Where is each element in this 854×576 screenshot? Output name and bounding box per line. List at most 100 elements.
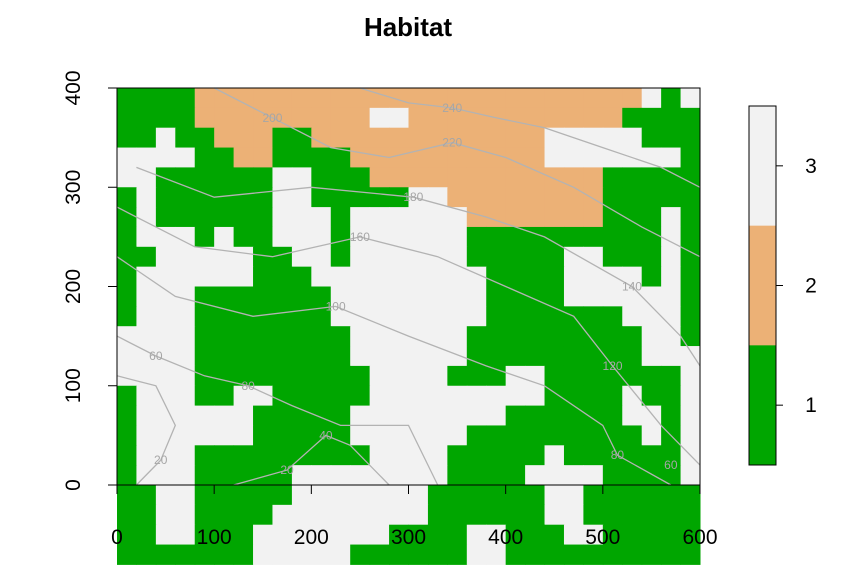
raster-cell	[117, 326, 137, 347]
raster-cell	[272, 544, 293, 565]
raster-cell	[214, 405, 235, 426]
raster-cell	[505, 445, 526, 466]
raster-cell	[194, 485, 215, 506]
raster-cell	[544, 425, 565, 446]
raster-cell	[194, 286, 215, 307]
raster-cell	[117, 207, 137, 228]
raster-cell	[350, 207, 371, 228]
raster-cell	[155, 544, 176, 565]
raster-cell	[311, 385, 332, 407]
raster-cell	[136, 147, 157, 168]
y-axis: 0 100 200 300 400	[62, 70, 118, 491]
contour-lines	[116, 87, 701, 486]
raster-cell	[602, 107, 623, 129]
raster-cell	[661, 465, 682, 486]
raster-cell	[233, 147, 254, 168]
raster-cell	[447, 207, 468, 228]
raster-cell	[155, 465, 176, 486]
raster-cell	[427, 485, 448, 506]
raster-cell	[389, 286, 409, 307]
raster-cell	[117, 147, 137, 168]
raster-cell	[563, 266, 584, 287]
raster-cell	[272, 485, 293, 506]
raster-cell	[427, 187, 448, 208]
raster-cell	[350, 326, 371, 347]
raster-cell	[155, 504, 176, 526]
raster-cell	[447, 187, 468, 208]
raster-cell	[214, 306, 235, 327]
raster-cell	[155, 346, 176, 367]
raster-cell	[291, 326, 312, 347]
raster-cell	[602, 544, 623, 565]
raster-cell	[253, 425, 273, 446]
raster-cell	[233, 266, 254, 287]
raster-cell	[272, 246, 293, 268]
raster-cell	[447, 346, 468, 367]
raster-cell	[194, 207, 215, 228]
raster-cell	[350, 425, 371, 446]
raster-cell	[544, 544, 565, 565]
raster-cell	[641, 346, 662, 367]
raster-cell	[155, 365, 176, 387]
raster-cell	[680, 306, 701, 327]
raster-cell	[408, 544, 429, 565]
raster-cell	[680, 246, 701, 268]
raster-cell	[486, 187, 507, 208]
raster-cell	[155, 286, 176, 307]
contour-line	[116, 375, 177, 486]
raster-cell	[680, 524, 701, 546]
raster-cell	[602, 524, 623, 546]
raster-cell	[253, 88, 273, 109]
raster-cell	[661, 524, 682, 546]
raster-cell	[330, 346, 351, 367]
raster-cell	[369, 385, 390, 407]
raster-cell	[563, 88, 584, 109]
raster-cell	[194, 524, 215, 546]
raster-cell	[155, 425, 176, 446]
y-tick-label: 400	[62, 70, 85, 105]
raster-cell	[233, 246, 254, 268]
raster-cell	[408, 147, 429, 168]
x-tick-label: 200	[294, 526, 329, 549]
raster-cell	[583, 226, 604, 248]
raster-cell	[369, 207, 390, 228]
raster-cell	[311, 88, 332, 109]
x-tick-label: 600	[682, 526, 717, 549]
raster-cell	[447, 425, 468, 446]
raster-cell	[622, 88, 643, 109]
contour-line	[116, 256, 672, 486]
raster-cell	[311, 107, 332, 129]
raster-cell	[175, 465, 196, 486]
raster-cell	[350, 167, 371, 188]
raster-cell	[117, 226, 137, 248]
contour-label: 160	[350, 230, 370, 244]
raster-cell	[622, 365, 643, 387]
raster-cell	[486, 504, 507, 526]
raster-cell	[155, 107, 176, 129]
raster-cell	[680, 504, 701, 526]
raster-cell	[175, 346, 196, 367]
raster-cell	[544, 326, 565, 347]
raster-cell	[525, 147, 546, 168]
contour-line	[359, 87, 701, 188]
raster-cell	[583, 346, 604, 367]
raster-cell	[563, 544, 584, 565]
raster-cell	[563, 425, 584, 446]
raster-cell	[602, 485, 623, 506]
raster-cell	[525, 326, 546, 347]
raster-cell	[272, 326, 293, 347]
legend-label: 1	[805, 394, 817, 417]
raster-cell	[583, 207, 604, 228]
raster-cell	[486, 167, 507, 188]
raster-cell	[408, 346, 429, 367]
raster-cell	[253, 465, 273, 486]
raster-cell	[291, 365, 312, 387]
raster-cell	[641, 88, 662, 109]
raster-cell	[291, 207, 312, 228]
raster-cell	[369, 365, 390, 387]
raster-cell	[505, 107, 526, 129]
raster-cell	[661, 226, 682, 248]
raster-cell	[525, 465, 546, 486]
raster-cell	[155, 167, 176, 188]
raster-cell	[214, 127, 235, 149]
